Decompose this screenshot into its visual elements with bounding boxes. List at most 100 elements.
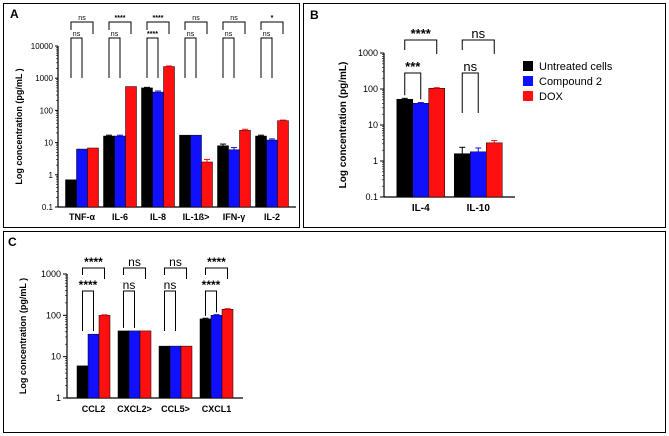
panel-a-bar bbox=[87, 147, 99, 208]
panel-a-bar bbox=[152, 91, 164, 208]
panel-a-bar bbox=[65, 179, 77, 208]
panel-a-bracket-top bbox=[108, 21, 132, 34]
panel-a-significance-top: **** bbox=[153, 15, 164, 22]
panel-b-bar bbox=[454, 153, 471, 198]
panel-a-bar bbox=[255, 135, 267, 208]
panel-c-significance-bottom: **** bbox=[79, 278, 98, 292]
panel-a-category-label: IL-8 bbox=[150, 212, 166, 222]
panel-c-bracket-top bbox=[123, 267, 146, 279]
panel-a-letter: A bbox=[10, 7, 19, 21]
panel-c-frame bbox=[3, 231, 666, 433]
panel-a-bracket-bottom bbox=[108, 37, 121, 78]
panel-a-bracket-bottom bbox=[260, 37, 273, 78]
panel-a-bar bbox=[266, 139, 278, 208]
panel-a-y-tick-label: 1 bbox=[49, 171, 54, 180]
panel-c-y-axis-title: Log concentration (pg/mL ) bbox=[18, 278, 28, 394]
panel-b-bar bbox=[428, 87, 445, 198]
panel-a-bar bbox=[76, 148, 88, 208]
panel-a-significance-bottom: ns bbox=[263, 31, 271, 38]
legend-label-compound-2: Compound 2 bbox=[539, 76, 602, 88]
panel-a-significance-bottom: ns bbox=[111, 31, 119, 38]
panel-a-bar bbox=[277, 120, 289, 208]
panel-b-y-tick-label: 1000 bbox=[358, 48, 378, 58]
panel-a-bar bbox=[103, 135, 115, 208]
panel-c-bar bbox=[180, 345, 193, 399]
panel-b-significance-top: **** bbox=[411, 26, 432, 41]
panel-c-bar bbox=[169, 345, 182, 399]
panel-a-significance-top: **** bbox=[115, 15, 126, 22]
panel-a-bar bbox=[179, 134, 191, 208]
panel-b-bracket-top bbox=[404, 39, 438, 54]
panel-a-significance-top: ns bbox=[230, 15, 238, 22]
panel-b-y-tick-label: 100 bbox=[363, 84, 378, 94]
panel-c-significance-top: **** bbox=[84, 255, 103, 269]
panel-a-bar bbox=[125, 86, 137, 208]
panel-a-y-tick-label: 10 bbox=[44, 139, 53, 148]
legend-swatch-compound-2 bbox=[523, 76, 533, 86]
panel-c-bracket-bottom bbox=[82, 290, 94, 331]
panel-a-significance-bottom: **** bbox=[147, 31, 158, 38]
panel-b-bar bbox=[486, 142, 503, 198]
panel-a-bracket-bottom bbox=[184, 37, 197, 78]
panel-c-significance-bottom: ns bbox=[164, 278, 177, 292]
panel-c-y-tick-label: 100 bbox=[46, 310, 61, 320]
panel-c-category-label: CXCL1 bbox=[202, 404, 232, 414]
panel-a-bracket-top bbox=[260, 21, 284, 34]
panel-b-bracket-top bbox=[461, 39, 495, 54]
panel-a-category-label: IL-6 bbox=[112, 212, 128, 222]
panel-a-bar bbox=[201, 161, 213, 208]
panel-b-bracket-bottom bbox=[461, 72, 479, 113]
legend: Untreated cells Compound 2 DOX bbox=[523, 61, 613, 103]
panel-a-category-label: TNF-α bbox=[69, 212, 95, 222]
panel-a-bar bbox=[190, 134, 202, 208]
panel-a-bar bbox=[228, 149, 240, 208]
panel-c-bar bbox=[117, 330, 130, 399]
panel-b-y-tick-label: 1 bbox=[373, 156, 378, 166]
panel-c-category-label: CCL5> bbox=[161, 404, 190, 414]
panel-c-significance-top: ns bbox=[169, 255, 182, 269]
panel-c-letter: C bbox=[8, 235, 17, 249]
panel-c-bar bbox=[210, 315, 223, 399]
panel-c-bracket-top bbox=[82, 267, 105, 279]
panel-c-bracket-bottom bbox=[164, 290, 176, 331]
panel-a-bracket-top bbox=[184, 21, 208, 34]
panel-a-bar bbox=[163, 66, 175, 208]
panel-c-bracket-bottom bbox=[205, 290, 217, 316]
panel-a-significance-top: ns bbox=[78, 15, 86, 22]
panel-c-bar bbox=[139, 330, 152, 399]
panel-a-bracket-top bbox=[146, 21, 170, 34]
panel-c-significance-top: ns bbox=[128, 255, 141, 269]
panel-a-y-tick-label: 100 bbox=[40, 106, 54, 115]
panel-b-bar bbox=[470, 151, 487, 198]
panel-a-bracket-bottom bbox=[222, 37, 235, 78]
panel-a-y-tick-label: 1000 bbox=[35, 74, 53, 83]
panel-a-bar bbox=[141, 87, 153, 208]
panel-b-bar bbox=[396, 98, 413, 198]
panel-c-bar bbox=[128, 330, 141, 399]
panel-c-significance-bottom: ns bbox=[123, 278, 136, 292]
panel-a-y-tick-label: 10000 bbox=[31, 42, 54, 51]
panel-b-category-label: IL-10 bbox=[467, 203, 491, 214]
panel-a-significance-bottom: ns bbox=[73, 31, 81, 38]
legend-swatch-untreated bbox=[523, 61, 533, 71]
panel-c-significance-bottom: **** bbox=[202, 278, 221, 292]
panel-c-bar bbox=[87, 333, 100, 399]
panel-a-y-axis-title: Log concentration (pg/mL ) bbox=[14, 68, 24, 184]
panel-a-bracket-bottom bbox=[146, 37, 159, 78]
panel-c-bar bbox=[76, 365, 89, 399]
panel-a-category-label: IL-1ß> bbox=[183, 212, 210, 222]
panel-c-category-label: CXCL2> bbox=[117, 404, 152, 414]
panel-b-category-label: IL-4 bbox=[412, 203, 430, 214]
panel-c-y-tick-label: 1 bbox=[56, 393, 61, 403]
panel-a-bracket-top bbox=[70, 21, 94, 34]
panel-b-frame bbox=[303, 3, 666, 228]
panel-c-bracket-top bbox=[164, 267, 187, 279]
panel-a-significance-top: ns bbox=[192, 15, 200, 22]
panel-a-bracket-bottom bbox=[70, 37, 83, 78]
panel-a-significance-bottom: ns bbox=[225, 31, 233, 38]
panel-c-bracket-top bbox=[205, 267, 228, 279]
panel-b-letter: B bbox=[310, 8, 319, 22]
panel-c-significance-top: **** bbox=[207, 255, 226, 269]
panel-b-bracket-bottom bbox=[404, 72, 422, 100]
